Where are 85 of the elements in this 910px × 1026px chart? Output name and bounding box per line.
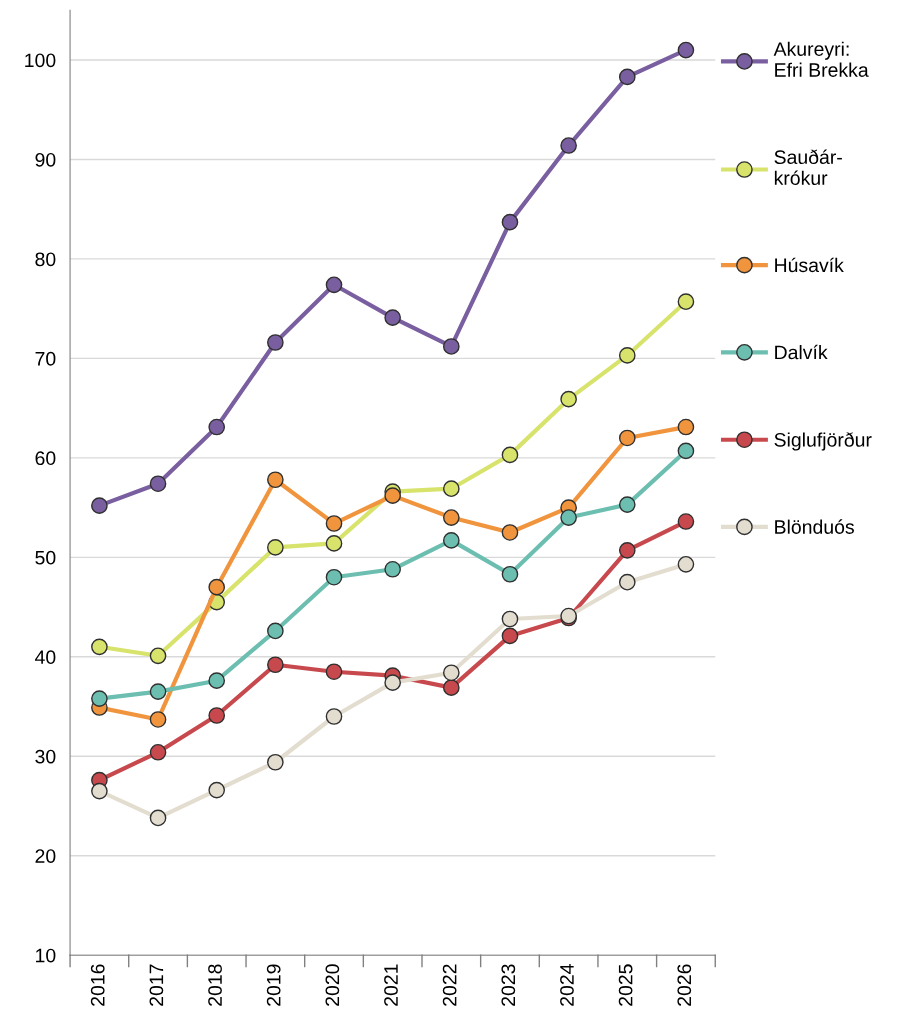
x-tick-label: 2026 xyxy=(677,964,692,1006)
point xyxy=(149,475,167,493)
point xyxy=(618,542,636,559)
point xyxy=(149,711,167,728)
y-tick-label: 10 xyxy=(36,948,56,963)
y-tick-label: 30 xyxy=(35,749,56,764)
y-tick-label: 70 xyxy=(35,351,56,366)
point xyxy=(384,309,401,326)
point xyxy=(208,418,226,436)
point xyxy=(149,809,167,827)
point xyxy=(384,674,401,691)
point xyxy=(267,622,284,640)
x-tick-label: 2018 xyxy=(208,964,222,1006)
point xyxy=(267,656,284,674)
point xyxy=(501,565,519,583)
point xyxy=(442,532,460,549)
legend-label: Siglufjörður xyxy=(774,432,872,451)
point xyxy=(501,446,519,464)
point xyxy=(267,334,284,351)
y-tick-label: 100 xyxy=(25,53,56,68)
legend-label: Dalvík xyxy=(775,344,828,360)
point xyxy=(677,442,695,460)
legend-label: Akureyri: Efri Brekka xyxy=(773,41,869,77)
point xyxy=(267,471,284,489)
point xyxy=(677,555,695,573)
point xyxy=(560,509,577,526)
x-tick-label: 2023 xyxy=(501,964,516,1006)
x-tick-label: 2024 xyxy=(560,964,574,1006)
point xyxy=(208,578,226,596)
point xyxy=(618,68,636,86)
point xyxy=(91,638,108,656)
point xyxy=(442,679,460,696)
point xyxy=(501,627,519,645)
y-tick-label: 20 xyxy=(35,849,56,863)
point xyxy=(442,664,460,682)
y-tick-label: 80 xyxy=(35,252,56,267)
point xyxy=(618,347,636,364)
legend-label: Blönduós xyxy=(775,519,854,534)
y-tick-label: 50 xyxy=(35,550,56,565)
point xyxy=(325,568,343,586)
point xyxy=(442,338,460,355)
x-tick-label: 2017 xyxy=(149,964,164,1006)
point xyxy=(325,515,343,532)
point xyxy=(149,683,167,700)
point xyxy=(267,539,284,556)
point xyxy=(91,497,108,514)
point xyxy=(501,213,519,231)
point xyxy=(442,480,460,498)
point xyxy=(677,293,695,311)
point xyxy=(91,690,108,707)
point xyxy=(618,429,636,447)
point xyxy=(208,781,226,799)
point xyxy=(442,509,460,526)
point xyxy=(677,41,695,59)
x-tick-label: 2019 xyxy=(266,964,281,1006)
x-tick-label: 2025 xyxy=(618,964,633,1006)
legend-label: Sauðár- krókur xyxy=(774,149,842,185)
point xyxy=(208,672,226,690)
y-tick-label: 40 xyxy=(35,650,56,665)
point xyxy=(501,610,519,628)
point xyxy=(325,276,343,294)
point xyxy=(325,663,343,681)
point xyxy=(618,573,636,591)
point xyxy=(149,743,167,761)
y-tick-label: 90 xyxy=(35,152,56,167)
x-tick-label: 2016 xyxy=(90,964,105,1006)
point xyxy=(325,708,343,725)
point xyxy=(677,513,695,530)
x-tick-label: 2022 xyxy=(442,964,457,1006)
point xyxy=(149,647,167,665)
point xyxy=(208,707,226,724)
point xyxy=(501,524,519,541)
point xyxy=(560,137,577,154)
point xyxy=(91,782,108,800)
y-tick-label: 60 xyxy=(35,451,56,466)
point xyxy=(560,390,577,408)
x-tick-label: 2020 xyxy=(325,964,340,1006)
legend-label: Húsavík xyxy=(775,257,844,273)
point xyxy=(677,418,695,436)
point xyxy=(267,753,284,771)
point xyxy=(618,496,636,513)
point xyxy=(384,487,401,504)
point xyxy=(384,560,401,578)
x-tick-label: 2021 xyxy=(384,964,398,1006)
point xyxy=(325,535,343,552)
